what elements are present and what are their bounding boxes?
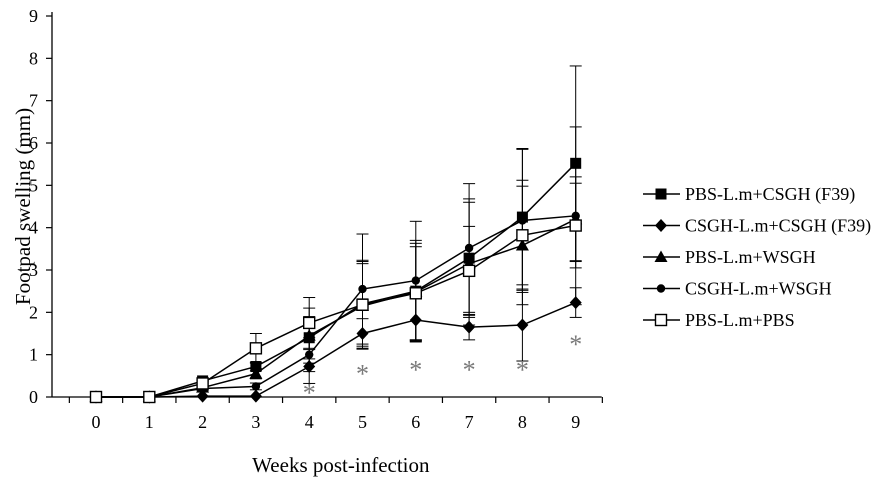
- series-markers: [89, 157, 583, 404]
- legend-marker: [654, 250, 668, 262]
- y-tick-label: 6: [29, 133, 38, 153]
- significance-annotations: * * * * * *: [303, 330, 583, 408]
- x-tick-label: 1: [145, 412, 154, 432]
- legend-marker: [654, 313, 668, 327]
- series-lines: [96, 162, 577, 398]
- y-tick-label: 7: [29, 91, 38, 111]
- data-point-series-3: [302, 329, 316, 341]
- legend-marker: [656, 284, 666, 293]
- legend: PBS-L.m+CSGH (F39) CSGH-L.m+CSGH (F39) PBS…: [643, 184, 871, 330]
- error-bars: [196, 65, 582, 392]
- data-point-series-5: [249, 342, 263, 355]
- series-line-4: [96, 215, 576, 398]
- y-axis-label: Footpad swelling (mm): [11, 108, 35, 305]
- axes: [51, 12, 602, 398]
- data-point-series-1: [570, 157, 582, 169]
- significance-asterisk: *: [463, 355, 476, 384]
- legend-label: PBS-L.m+CSGH (F39): [685, 184, 855, 205]
- data-point-series-5: [89, 390, 103, 404]
- y-ticks: 0 1 2 3 4 5 6 7 8 9: [29, 6, 52, 407]
- x-tick-label: 6: [411, 412, 420, 432]
- data-point-series-5: [569, 219, 582, 232]
- data-point-series-2: [196, 389, 209, 403]
- data-point-series-3: [515, 238, 529, 251]
- data-point-series-2: [409, 313, 422, 327]
- data-point-series-5: [303, 316, 316, 330]
- significance-asterisk: *: [303, 379, 316, 408]
- y-tick-label: 0: [29, 387, 38, 407]
- data-point-series-4: [305, 350, 314, 359]
- y-tick-label: 3: [29, 260, 38, 280]
- data-point-series-2: [463, 320, 476, 334]
- data-point-series-4: [571, 211, 580, 221]
- x-axis-label: Weeks post-infection: [252, 453, 430, 477]
- data-point-series-5: [356, 298, 369, 311]
- legend-marker: [655, 219, 667, 232]
- series-line-2: [96, 301, 576, 398]
- x-tick-label: 2: [198, 412, 207, 432]
- x-tick-label: 3: [251, 412, 260, 432]
- data-point-series-2: [516, 318, 529, 332]
- data-point-series-3: [249, 367, 263, 379]
- x-tick-label: 4: [305, 412, 314, 432]
- legend-label: PBS-L.m+PBS: [685, 310, 795, 330]
- data-point-series-5: [196, 377, 209, 390]
- data-point-series-4: [251, 382, 261, 391]
- y-tick-label: 1: [29, 345, 38, 365]
- x-tick-label: 7: [465, 412, 474, 432]
- legend-marker: [655, 188, 667, 200]
- y-tick-label: 4: [29, 218, 38, 238]
- data-point-series-5: [409, 287, 422, 300]
- series-line-5: [96, 224, 576, 398]
- y-tick-label: 5: [29, 175, 38, 195]
- legend-label: CSGH-L.m+CSGH (F39): [685, 216, 871, 237]
- y-tick-label: 2: [29, 302, 38, 322]
- data-point-series-4: [518, 216, 527, 225]
- legend-label: PBS-L.m+WSGH: [685, 247, 816, 267]
- significance-asterisk: *: [569, 330, 582, 359]
- series-line-1: [96, 162, 577, 398]
- data-point-series-5: [462, 264, 476, 278]
- data-point-series-5: [516, 229, 529, 242]
- y-tick-label: 9: [29, 6, 38, 26]
- data-point-series-5: [143, 390, 156, 404]
- data-point-series-4: [464, 243, 474, 253]
- data-point-series-2: [569, 296, 582, 310]
- x-ticks: 0 1 2 3 4 5 6 7 8 9: [68, 397, 603, 432]
- data-point-series-2: [356, 327, 369, 340]
- data-point-series-2: [303, 360, 316, 374]
- y-tick-label: 8: [29, 48, 38, 68]
- x-tick-label: 5: [358, 412, 367, 432]
- significance-asterisk: *: [516, 355, 529, 384]
- data-point-series-2: [249, 389, 262, 403]
- legend-label: CSGH-L.m+WSGH: [685, 279, 832, 299]
- data-point-series-1: [250, 361, 262, 373]
- x-tick-label: 8: [518, 412, 527, 432]
- data-point-series-4: [358, 284, 367, 294]
- significance-asterisk: *: [409, 355, 422, 384]
- significance-asterisk: *: [356, 359, 369, 388]
- series-line-3: [96, 218, 577, 398]
- x-tick-label: 9: [571, 412, 580, 432]
- x-tick-label: 0: [92, 412, 101, 432]
- data-point-series-4: [411, 276, 420, 285]
